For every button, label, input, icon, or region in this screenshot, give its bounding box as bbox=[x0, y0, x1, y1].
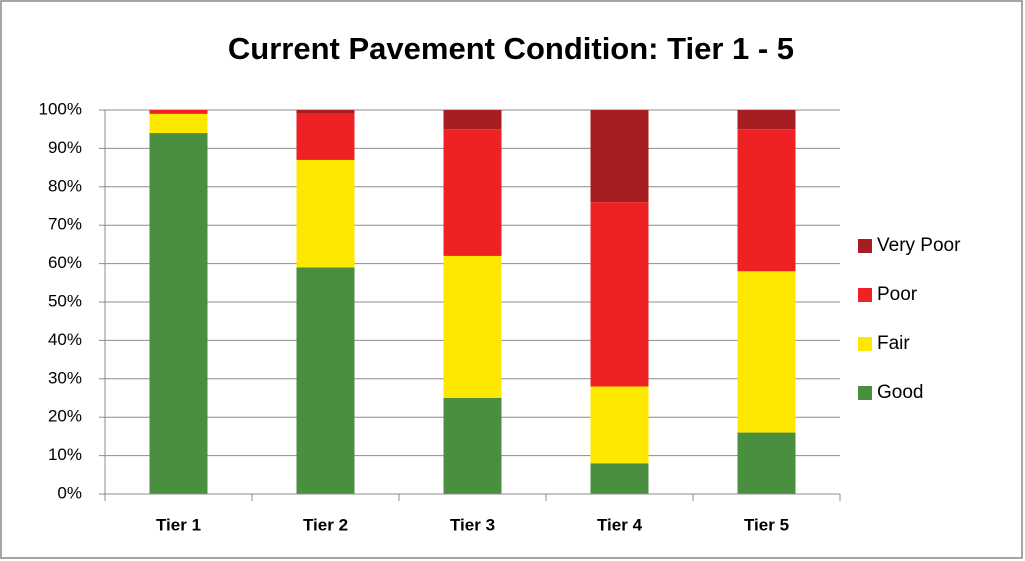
bar-segment bbox=[737, 271, 796, 433]
bar-segment bbox=[443, 129, 502, 256]
legend-label: Poor bbox=[877, 284, 918, 305]
bar-segment bbox=[296, 110, 355, 114]
legend-swatch bbox=[858, 337, 872, 351]
y-tick-label: 10% bbox=[48, 445, 82, 464]
legend-swatch bbox=[858, 288, 872, 302]
x-tick-label: Tier 1 bbox=[156, 515, 201, 534]
y-tick-label: 100% bbox=[39, 99, 82, 118]
bar-segment bbox=[737, 110, 796, 130]
bar-segment bbox=[590, 110, 649, 203]
bar-segment bbox=[737, 129, 796, 272]
y-tick-label: 40% bbox=[48, 330, 82, 349]
chart-title: Current Pavement Condition: Tier 1 - 5 bbox=[228, 31, 794, 66]
bar-segment bbox=[296, 267, 355, 494]
legend-label: Good bbox=[877, 382, 923, 403]
bar-segment bbox=[590, 386, 649, 464]
bar-segment bbox=[149, 133, 208, 495]
y-tick-label: 60% bbox=[48, 253, 82, 272]
x-tick-label: Tier 5 bbox=[744, 515, 789, 534]
y-tick-label: 90% bbox=[48, 138, 82, 157]
bar-segment bbox=[590, 202, 649, 387]
legend-label: Fair bbox=[877, 333, 910, 354]
x-tick-label: Tier 3 bbox=[450, 515, 495, 534]
x-tick-label: Tier 4 bbox=[597, 515, 643, 534]
bar-segment bbox=[296, 113, 355, 160]
bar-segment bbox=[443, 110, 502, 130]
bar-segment bbox=[737, 432, 796, 494]
y-tick-label: 80% bbox=[48, 176, 82, 195]
bar-segment bbox=[149, 110, 208, 114]
y-tick-label: 0% bbox=[57, 483, 82, 502]
bar-segment bbox=[149, 113, 208, 134]
bar-segment bbox=[443, 398, 502, 494]
legend-swatch bbox=[858, 239, 872, 253]
y-tick-label: 70% bbox=[48, 215, 82, 234]
y-tick-label: 20% bbox=[48, 407, 82, 426]
legend-swatch bbox=[858, 386, 872, 400]
legend-label: Very Poor bbox=[877, 235, 961, 256]
x-tick-label: Tier 2 bbox=[303, 515, 348, 534]
y-tick-label: 50% bbox=[48, 291, 82, 310]
bar-segment bbox=[590, 463, 649, 494]
bar-segment bbox=[443, 255, 502, 398]
bar-segment bbox=[296, 159, 355, 268]
y-tick-label: 30% bbox=[48, 368, 82, 387]
